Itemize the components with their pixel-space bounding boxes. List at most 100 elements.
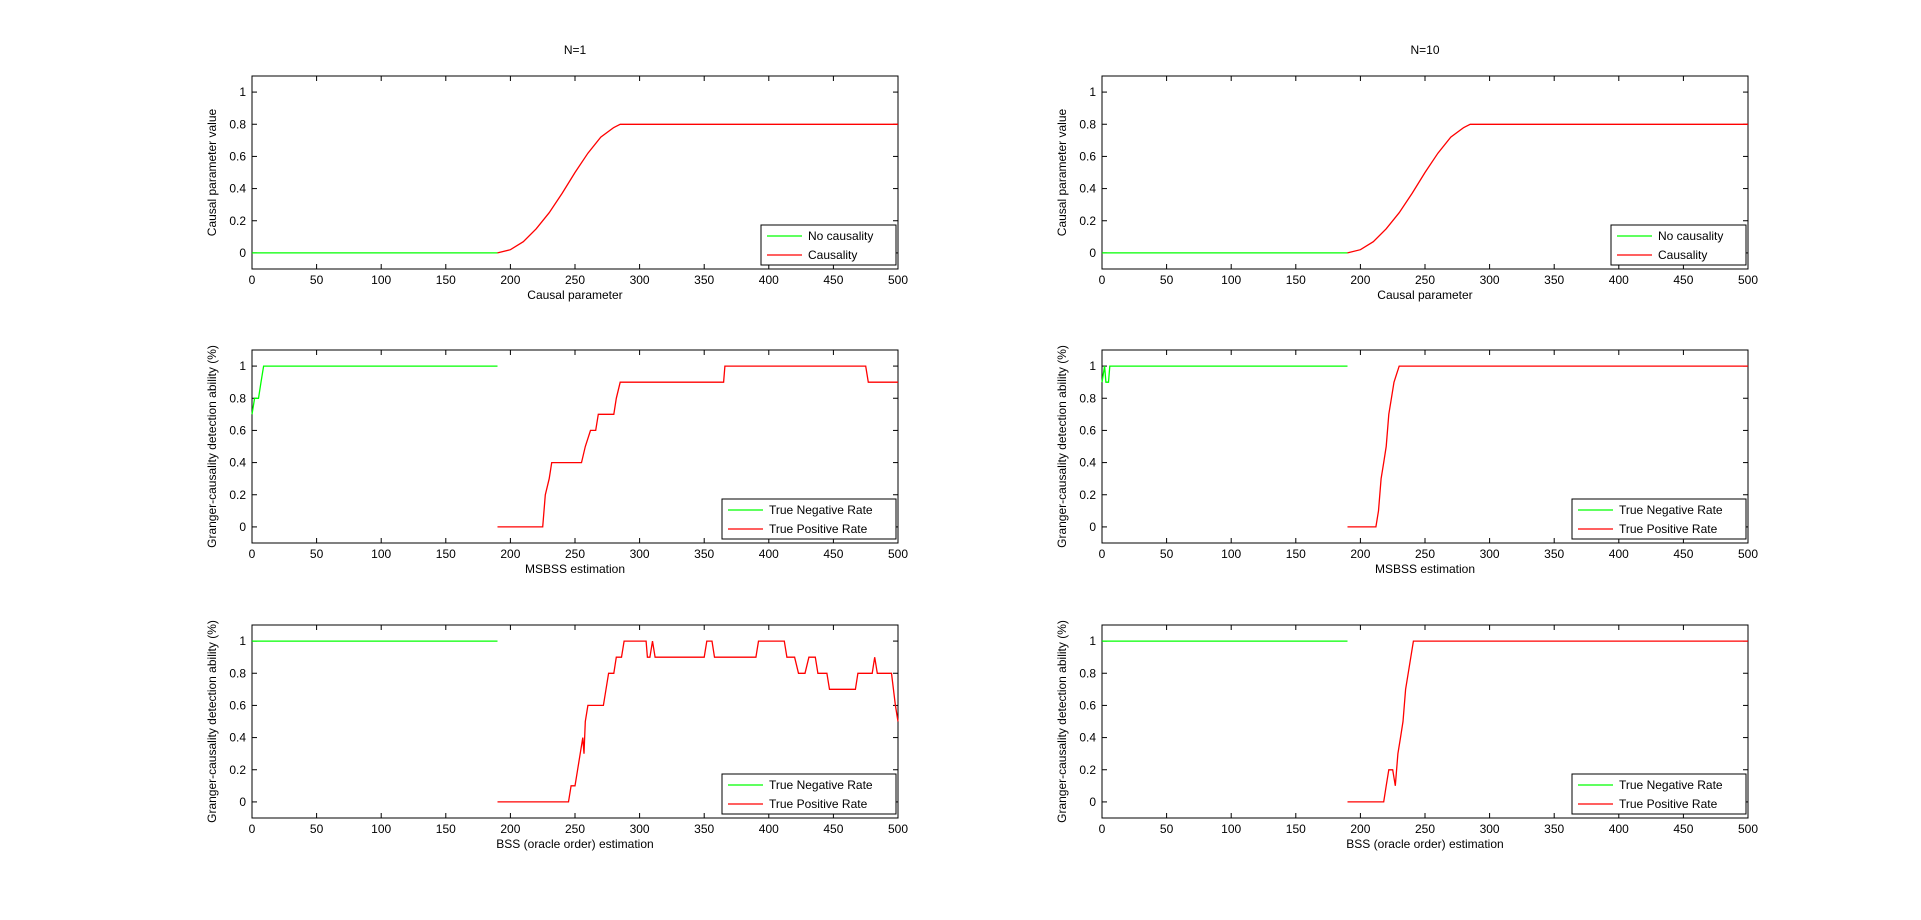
y-tick-label: 0.2: [229, 214, 246, 228]
x-tick-label: 100: [1221, 547, 1241, 561]
x-tick-label: 500: [888, 273, 908, 287]
legend-box: [1610, 224, 1747, 266]
legend-box: [1571, 498, 1747, 540]
y-tick-label: 0.8: [1079, 117, 1096, 131]
y-tick-label: 0: [239, 520, 246, 534]
x-tick-label: 200: [1350, 822, 1370, 836]
legend-label-1: No causality: [1658, 229, 1723, 243]
y-tick-label: 1: [1089, 359, 1096, 373]
x-tick-label: 100: [371, 822, 391, 836]
x-tick-label: 300: [1480, 547, 1500, 561]
chart-panel-4: 0 50 100 150 200 250 300 350 400 450 500 0 0.2 0.4 0.6…: [1055, 345, 1758, 576]
y-tick-label: 0.8: [1079, 391, 1096, 405]
y-tick-label: 0: [239, 795, 246, 809]
x-tick-label: 150: [1286, 273, 1306, 287]
y-tick-label: 0.8: [229, 117, 246, 131]
x-axis-label: Causal parameter: [527, 288, 622, 302]
y-tick-label: 0.4: [1079, 182, 1096, 196]
x-tick-label: 500: [888, 547, 908, 561]
x-tick-label: 400: [1609, 822, 1629, 836]
chart-panel-2: 0 50 100 150 200 250 300 350 400 450 500 0 0.2 0.4 0.6…: [1055, 43, 1758, 302]
legend-box: [760, 224, 897, 266]
x-tick-label: 300: [630, 273, 650, 287]
chart-title: N=10: [1410, 43, 1439, 57]
x-tick-label: 150: [436, 273, 456, 287]
x-tick-label: 150: [1286, 547, 1306, 561]
x-tick-label: 400: [759, 822, 779, 836]
y-tick-label: 0.8: [229, 666, 246, 680]
x-tick-label: 150: [1286, 822, 1306, 836]
y-tick-label: 0.6: [1079, 149, 1096, 163]
y-tick-label: 0: [1089, 795, 1096, 809]
y-tick-label: 0.2: [1079, 488, 1096, 502]
legend-box: [721, 773, 897, 815]
y-tick-label: 0.8: [229, 391, 246, 405]
y-tick-label: 0.4: [229, 182, 246, 196]
x-tick-label: 500: [1738, 273, 1758, 287]
x-tick-label: 300: [630, 822, 650, 836]
legend: True Negative Rate True Positive Rate: [1571, 773, 1747, 815]
y-tick-label: 0.2: [1079, 214, 1096, 228]
x-tick-label: 300: [630, 547, 650, 561]
x-tick-label: 450: [823, 822, 843, 836]
x-tick-label: 0: [1099, 822, 1106, 836]
y-tick-label: 0: [239, 246, 246, 260]
legend: True Negative Rate True Positive Rate: [1571, 498, 1747, 540]
y-tick-label: 0.4: [1079, 731, 1096, 745]
series-line-1: [251, 365, 498, 415]
series-line-2: [497, 365, 898, 528]
x-axis-label: BSS (oracle order) estimation: [496, 837, 653, 851]
x-tick-label: 0: [1099, 273, 1106, 287]
legend-label-1: True Negative Rate: [1619, 503, 1723, 517]
chart-panel-1: 0 50 100 150 200 250 300 350 400 450 500 0 0.2 0.4 0.6…: [205, 43, 908, 302]
y-tick-label: 1: [1089, 634, 1096, 648]
legend-label-1: True Negative Rate: [769, 778, 873, 792]
x-tick-label: 250: [1415, 822, 1435, 836]
x-tick-label: 0: [249, 547, 256, 561]
x-tick-label: 400: [759, 547, 779, 561]
legend: No causality Causality: [760, 224, 897, 266]
y-tick-label: 1: [239, 634, 246, 648]
x-tick-label: 400: [759, 273, 779, 287]
x-tick-label: 50: [310, 547, 324, 561]
legend-label-1: No causality: [808, 229, 873, 243]
x-tick-label: 50: [1160, 273, 1174, 287]
series-line-2: [1347, 365, 1748, 528]
legend-label-1: True Negative Rate: [769, 503, 873, 517]
chart-panel-5: 0 50 100 150 200 250 300 350 400 450 500 0 0.2 0.4 0.6…: [205, 620, 908, 851]
y-tick-label: 0.2: [229, 488, 246, 502]
y-tick-label: 0.4: [229, 731, 246, 745]
y-tick-label: 1: [239, 359, 246, 373]
x-tick-label: 0: [249, 273, 256, 287]
chart-panel-3: 0 50 100 150 200 250 300 350 400 450 500 0 0.2 0.4 0.6…: [205, 345, 908, 576]
x-tick-label: 450: [823, 547, 843, 561]
x-tick-label: 150: [436, 547, 456, 561]
x-tick-label: 0: [249, 822, 256, 836]
series-line-2: [1347, 640, 1748, 803]
legend: True Negative Rate True Positive Rate: [721, 498, 897, 540]
legend-box: [1571, 773, 1747, 815]
legend-label-2: True Positive Rate: [1619, 522, 1718, 536]
chart-panel-6: 0 50 100 150 200 250 300 350 400 450 500 0 0.2 0.4 0.6…: [1055, 620, 1758, 851]
x-tick-label: 0: [1099, 547, 1106, 561]
x-tick-label: 350: [1544, 822, 1564, 836]
x-axis-label: MSBSS estimation: [525, 562, 625, 576]
legend: No causality Causality: [1610, 224, 1747, 266]
y-axis-label: Granger-causality detection ability (%): [1055, 620, 1069, 823]
x-tick-label: 450: [1673, 547, 1693, 561]
x-tick-label: 450: [1673, 822, 1693, 836]
series-line-1: [1101, 365, 1348, 383]
legend-label-2: Causality: [808, 248, 857, 262]
x-tick-label: 300: [1480, 273, 1500, 287]
x-tick-label: 50: [1160, 547, 1174, 561]
x-tick-label: 50: [310, 273, 324, 287]
x-tick-label: 200: [500, 822, 520, 836]
y-axis-label: Granger-causality detection ability (%): [205, 345, 219, 548]
x-tick-label: 350: [694, 822, 714, 836]
y-tick-label: 0: [1089, 246, 1096, 260]
legend-label-2: True Positive Rate: [1619, 797, 1718, 811]
x-tick-label: 200: [500, 547, 520, 561]
y-tick-label: 0.4: [1079, 456, 1096, 470]
x-tick-label: 300: [1480, 822, 1500, 836]
